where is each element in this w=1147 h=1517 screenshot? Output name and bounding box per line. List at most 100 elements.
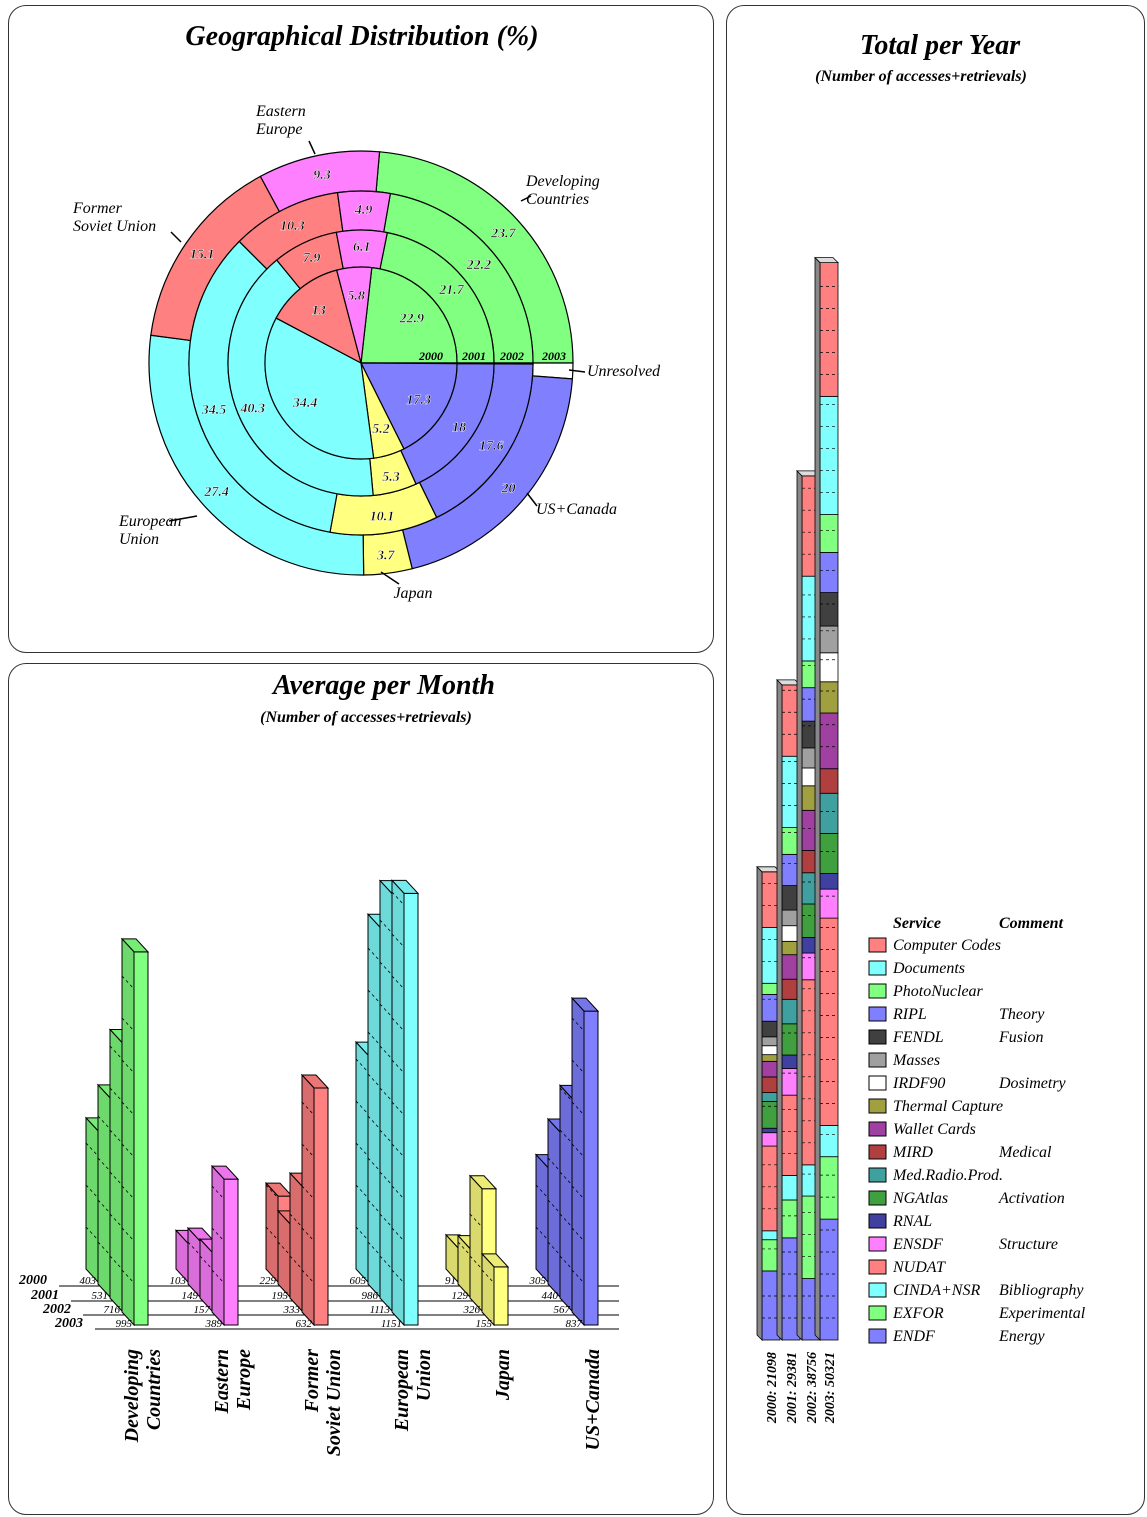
pie-slice-former-soviet-union-2000 <box>275 269 362 365</box>
avg-bar-grid-european-union-2002-378 <box>379 919 393 934</box>
avg-bar-grid-european-union-2000-42 <box>355 1226 369 1241</box>
pie-label-former-soviet-union-1: Soviet Union <box>73 218 156 235</box>
avg-year-label-2001: 2001 <box>30 1288 59 1303</box>
avg-bar-grid-us-canada-2001-42 <box>547 1241 561 1256</box>
avg-bar-grid-european-union-2003-336 <box>391 975 405 990</box>
avg-bar-grid-us-canada-2003-42 <box>571 1269 585 1284</box>
avg-bar-grid-european-union-2001-168 <box>367 1115 381 1130</box>
total-segment-ensdf-2003 <box>819 888 839 919</box>
avg-value-eastern-europe-2003: 389 <box>205 1318 223 1330</box>
avg-bar-grid-european-union-2002-84 <box>379 1213 393 1228</box>
avg-value-us-canada-2003: 837 <box>566 1318 583 1330</box>
avg-value-developing-countries-2000: 403 <box>80 1275 97 1287</box>
avg-bar-grid-us-canada-2003-294 <box>571 1017 585 1032</box>
avg-bar-grid-european-union-2003-420 <box>391 891 405 906</box>
total-segment-photonuclear-2003 <box>819 514 839 553</box>
total-label-2003: 2003: 50321 <box>823 1352 838 1424</box>
pie-label-former-soviet-union-0: Former <box>72 200 123 217</box>
legend-swatch-documents <box>868 960 887 976</box>
avg-bar-grid-former-soviet-union-2003-84 <box>301 1227 315 1242</box>
avg-bar-grid-us-canada-2000-84 <box>535 1184 549 1199</box>
legend-swatch-mird <box>868 1144 887 1160</box>
pie-value-us-canada-2001: 18 <box>452 421 466 436</box>
total-label-2000: 2000: 21098 <box>765 1352 780 1424</box>
avg-bar-european-union-2003 <box>390 879 420 1327</box>
avg-bar-grid-european-union-2001-294 <box>367 989 381 1004</box>
geo-title: Geographical Distribution (%) <box>185 21 538 52</box>
avg-bar-grid-european-union-2000-84 <box>355 1184 369 1199</box>
average-per-month-panel: Average per Month (Number of accesses+ret… <box>8 663 714 1515</box>
avg-bar-grid-us-canada-2001-84 <box>547 1199 561 1214</box>
pie-value-former-soviet-union-2000: 13 <box>312 304 326 319</box>
avg-bar-us-canada-2003 <box>570 996 600 1327</box>
avg-category-label-us-canada-0: US+Canada <box>582 1349 604 1450</box>
geo-pie-chart: Geographical Distribution (%) 22.9 21.722.… <box>72 21 661 602</box>
avg-bar-grid-developing-countries-2001-84 <box>97 1199 111 1214</box>
pie-value-developing-countries-2000: 22.9 <box>398 312 424 327</box>
legend-comment-ngatlas: Activation <box>998 1190 1065 1207</box>
total-column-side-2002 <box>796 469 803 1341</box>
avg-bar-grid-european-union-2003-252 <box>391 1059 405 1074</box>
legend-service-computer-codes: Computer Codes <box>893 937 1001 954</box>
pie-value-japan-2003: 3.7 <box>376 548 396 563</box>
avg-bar-grid-european-union-2002-252 <box>379 1045 393 1060</box>
avg-bar-depth-european-union-2002 <box>379 879 393 1313</box>
avg-bar-grid-european-union-2003-84 <box>391 1227 405 1242</box>
avg-category-label-european-union-0: European <box>391 1349 413 1432</box>
legend-service-ngatlas: NGAtlas <box>892 1190 948 1207</box>
legend-service-ensdf: ENSDF <box>892 1236 943 1253</box>
avg-bar-grid-former-soviet-union-2001-42 <box>277 1241 291 1256</box>
avg-bar-grid-developing-countries-2003-294 <box>121 1017 135 1032</box>
avg-bar-grid-european-union-2001-84 <box>367 1199 381 1214</box>
avg-bar-depth-eastern-europe-2003 <box>211 1164 225 1327</box>
avg-bar-grid-european-union-2002-294 <box>379 1003 393 1018</box>
avg-value-japan-2003: 155 <box>476 1318 493 1330</box>
avg-bar-front-eastern-europe-2003 <box>223 1178 239 1326</box>
pie-ring-label-2000: 2000 <box>418 349 443 363</box>
avg-bar-grid-former-soviet-union-2003-126 <box>301 1185 315 1200</box>
pie-leader-us-canada <box>526 492 538 507</box>
pie-slice-developing-countries-2000 <box>360 266 458 364</box>
legend-swatch-masses <box>868 1052 887 1068</box>
total-column-side-2003 <box>814 256 821 1341</box>
avg-value-us-canada-2002: 567 <box>554 1304 571 1316</box>
pie-value-eastern-europe-2000: 5.8 <box>347 289 365 304</box>
legend-header-comment: Comment <box>999 915 1064 932</box>
pie-value-japan-2001: 5.3 <box>382 470 400 485</box>
avg-bar-grid-european-union-2002-168 <box>379 1129 393 1144</box>
avg-bar-grid-us-canada-2000-42 <box>535 1226 549 1241</box>
avg-bar-depth-former-soviet-union-2003 <box>301 1073 315 1327</box>
avg-bar-grid-japan-2001-42 <box>457 1241 471 1256</box>
legend-service-wallet-cards: Wallet Cards <box>893 1121 976 1138</box>
legend-swatch-fendl <box>868 1029 887 1045</box>
avg-bar-grid-japan-2002-42 <box>469 1255 483 1270</box>
pie-label-unresolved-0: Unresolved <box>587 363 661 380</box>
legend-swatch-irdf90 <box>868 1075 887 1091</box>
avg-bar-grid-former-soviet-union-2002-84 <box>289 1213 303 1228</box>
pie-value-developing-countries-2001: 21.7 <box>438 283 465 298</box>
avg-bar-grid-eastern-europe-2003-126 <box>211 1185 225 1200</box>
avg-bar-grid-former-soviet-union-2003-42 <box>301 1269 315 1284</box>
avg-bar-grid-european-union-2002-42 <box>379 1255 393 1270</box>
avg-bar-grid-eastern-europe-2003-42 <box>211 1269 225 1284</box>
pie-value-us-canada-2002: 17.6 <box>479 439 504 454</box>
pie-value-european-union-2000: 34.4 <box>292 396 318 411</box>
avg-value-former-soviet-union-2002: 333 <box>283 1304 301 1316</box>
legend-swatch-thermal-capture <box>868 1098 887 1114</box>
avg-bar-depth-developing-countries-2002 <box>109 1028 123 1313</box>
avg-bar-depth-us-canada-2000 <box>535 1153 549 1284</box>
avg-bar-grid-european-union-2002-336 <box>379 961 393 976</box>
avg-year-label-2003: 2003 <box>54 1316 83 1331</box>
avg-bar-grid-developing-countries-2002-168 <box>109 1129 123 1144</box>
avg-bar-eastern-europe-2003 <box>210 1164 240 1327</box>
avg-value-us-canada-2000: 305 <box>529 1275 547 1287</box>
avg-category-label-developing-countries-1: Countries <box>143 1349 165 1430</box>
avg-bar-grid-european-union-2003-168 <box>391 1143 405 1158</box>
geo-distribution-panel: Geographical Distribution (%) 22.9 21.7 22.… <box>8 5 714 653</box>
avg-bar-grid-european-union-2003-42 <box>391 1269 405 1284</box>
avg-value-developing-countries-2003: 995 <box>116 1318 133 1330</box>
legend-swatch-wallet-cards <box>868 1121 887 1137</box>
pie-value-us-canada-2000: 17.3 <box>406 393 431 408</box>
total-segment-rnal-2003 <box>819 873 839 890</box>
avg-bar-grid-developing-countries-2003-42 <box>121 1269 135 1284</box>
